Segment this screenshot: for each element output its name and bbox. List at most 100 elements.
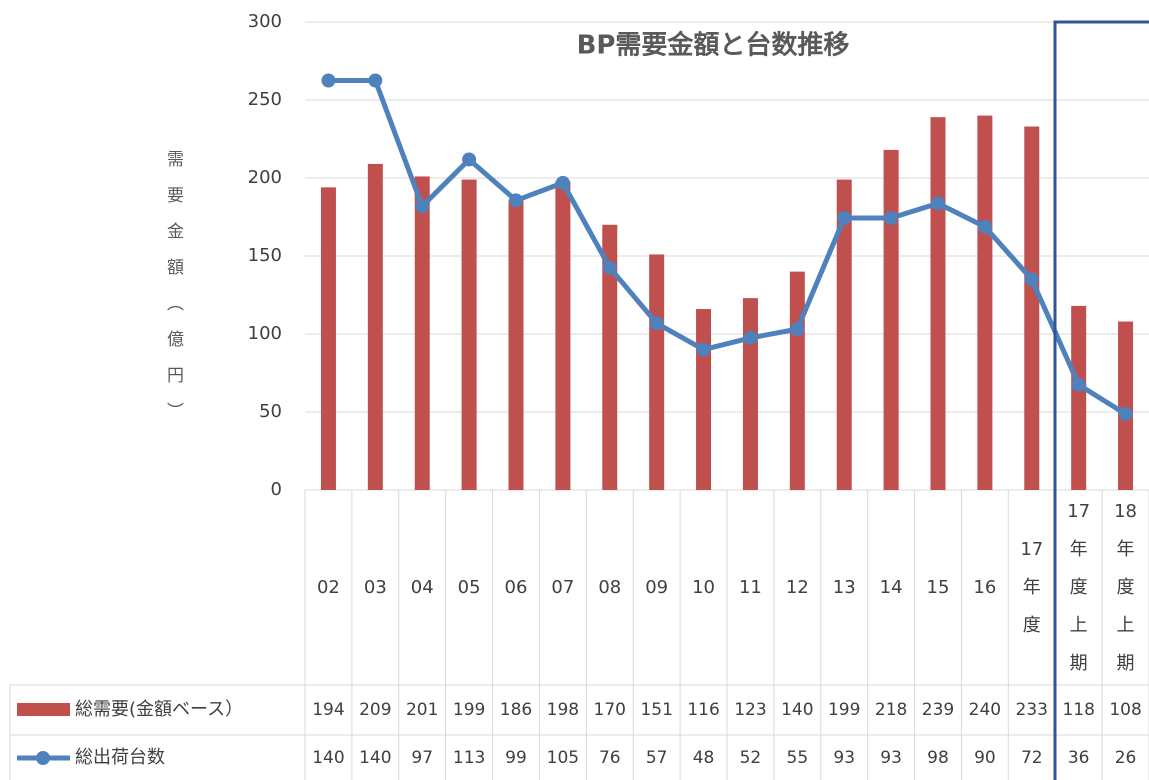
- plot: [320, 73, 1134, 491]
- table-value: 140: [359, 748, 391, 768]
- x-tick-label: 17 年度: [1020, 539, 1043, 636]
- legend-label: 総需要(金額ベース）: [75, 699, 243, 720]
- table-value: 209: [359, 700, 391, 720]
- line-marker: [602, 260, 617, 275]
- y-tick-label: 50: [259, 401, 282, 422]
- table-value: 199: [453, 700, 485, 720]
- x-tick-label: 17 年度上期: [1067, 501, 1090, 674]
- table-value: 108: [1109, 700, 1141, 720]
- bar: [649, 254, 665, 490]
- bar: [367, 163, 383, 490]
- table-value: 26: [1115, 748, 1137, 768]
- table-value: 233: [1016, 700, 1048, 720]
- y-tick-label: 0: [271, 479, 282, 500]
- x-tick-label: 08: [598, 577, 621, 598]
- legend-swatch: [36, 751, 50, 765]
- bar: [977, 115, 993, 490]
- table-value: 90: [974, 748, 996, 768]
- line-marker: [321, 73, 336, 88]
- table-value: 48: [693, 748, 715, 768]
- line-marker: [462, 152, 477, 167]
- table-value: 140: [312, 748, 344, 768]
- table-value: 97: [411, 748, 433, 768]
- bar: [1118, 321, 1134, 490]
- highlight-box: [1053, 20, 1149, 780]
- table-value: 201: [406, 700, 438, 720]
- x-tick-label: 13: [833, 577, 856, 598]
- bar: [414, 176, 430, 490]
- chart-title: BP需要金額と台数推移: [577, 30, 850, 61]
- table-value: 118: [1062, 700, 1094, 720]
- y-tick-label: 100: [248, 323, 282, 344]
- table-value: 55: [787, 748, 809, 768]
- y-tick-label: 250: [248, 89, 282, 110]
- x-tick-label: 11: [739, 577, 762, 598]
- y-tick-label: 150: [248, 245, 282, 266]
- y-tick-label: 200: [248, 167, 282, 188]
- table-value: 113: [453, 748, 485, 768]
- x-tick-label: 05: [458, 577, 481, 598]
- table-value: 218: [875, 700, 907, 720]
- x-tick-label: 04: [411, 577, 434, 598]
- bar: [883, 149, 899, 491]
- bar: [555, 181, 571, 490]
- x-tick-label: 16: [973, 577, 996, 598]
- x-tick-label: 10: [692, 577, 715, 598]
- y-axis-label: 需要金額（億円）: [163, 150, 183, 438]
- x-tick-label: 15: [927, 577, 950, 598]
- bar: [836, 179, 852, 490]
- bar: [508, 199, 524, 490]
- table-value: 93: [880, 748, 902, 768]
- table-value: 198: [547, 700, 579, 720]
- bar: [602, 224, 618, 491]
- bar: [696, 309, 712, 490]
- table-value: 151: [640, 700, 672, 720]
- table-value: 199: [828, 700, 860, 720]
- table-value: 140: [781, 700, 813, 720]
- table-value: 98: [927, 748, 949, 768]
- table-value: 123: [734, 700, 766, 720]
- line: [328, 78, 1127, 417]
- bar: [320, 187, 336, 491]
- line-marker: [1071, 377, 1086, 392]
- x-tick-label: 07: [551, 577, 574, 598]
- line-marker: [790, 322, 805, 337]
- line-marker: [743, 330, 758, 345]
- bar: [461, 179, 477, 490]
- legend-swatch: [17, 703, 70, 716]
- table-value: 186: [500, 700, 532, 720]
- title-bg: [538, 24, 890, 68]
- x-tick-label: 12: [786, 577, 809, 598]
- table-value: 93: [833, 748, 855, 768]
- table-value: 116: [687, 700, 719, 720]
- table-value: 240: [969, 700, 1001, 720]
- data-table: 02 03 04 05 06 07 08 09 10 11 12 13 14 15 16 17 年度 17 年度上期…: [9, 490, 1149, 780]
- legend-label: 総出荷台数: [75, 747, 165, 768]
- x-tick-label: 02: [317, 577, 340, 598]
- line-marker: [368, 73, 383, 88]
- line-marker: [1118, 406, 1133, 421]
- y-tick-label: 300: [248, 11, 282, 32]
- line-marker: [696, 342, 711, 357]
- line-marker: [977, 219, 992, 234]
- table-value: 52: [740, 748, 762, 768]
- table-value: 57: [646, 748, 668, 768]
- x-tick-label: 18 年度上期: [1114, 501, 1137, 674]
- grid: 0 50 100 150 200 250 300: [248, 11, 1149, 500]
- table-value: 194: [312, 700, 344, 720]
- bar: [789, 271, 805, 490]
- x-tick-label: 03: [364, 577, 387, 598]
- line-marker: [1024, 272, 1039, 287]
- table-value: 239: [922, 700, 954, 720]
- x-tick-label: 14: [880, 577, 903, 598]
- bar: [742, 298, 758, 490]
- line-marker: [509, 193, 523, 208]
- line-marker: [555, 175, 570, 190]
- table-value: 99: [505, 748, 527, 768]
- line-marker: [415, 199, 430, 214]
- line-marker: [649, 316, 664, 331]
- x-tick-label: 09: [645, 577, 668, 598]
- bar: [1071, 305, 1087, 490]
- table-value: 36: [1068, 748, 1090, 768]
